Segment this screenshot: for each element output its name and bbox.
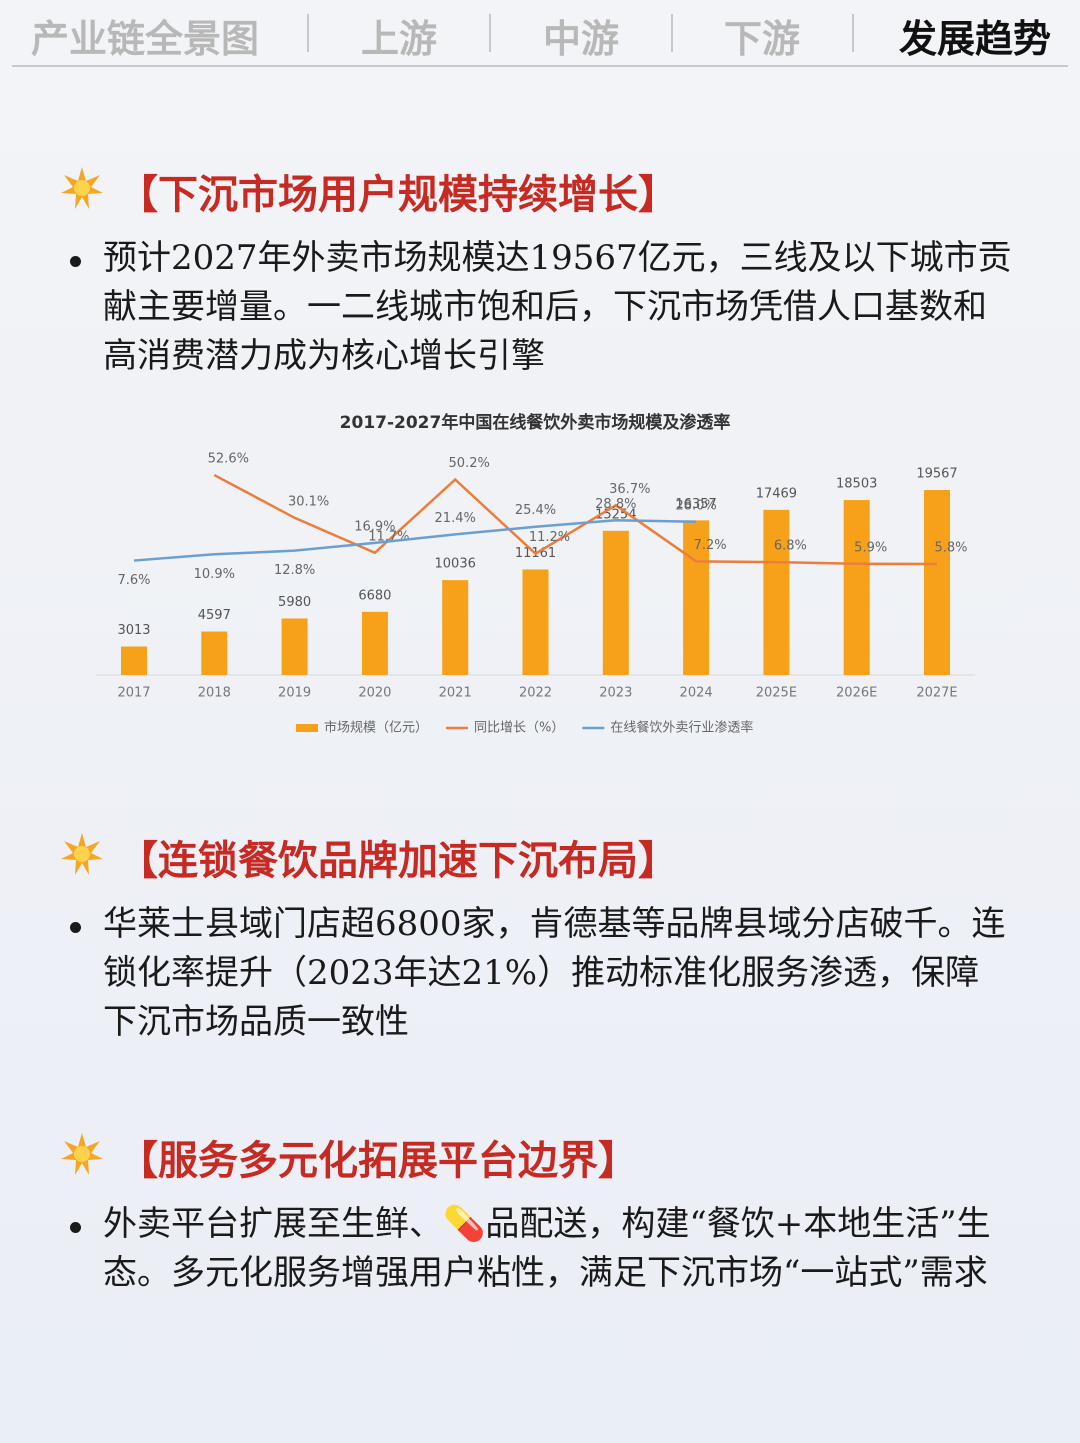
x-tick-label: 2021 xyxy=(439,686,472,701)
bar xyxy=(121,646,147,675)
bar xyxy=(602,530,629,675)
line-value-label: 28.8% xyxy=(595,497,636,512)
x-tick-label: 2019 xyxy=(278,686,311,701)
line-value-label: 16.9% xyxy=(354,519,395,534)
x-tick-label: 2026E xyxy=(836,686,877,701)
bar-value-label: 5980 xyxy=(278,595,311,610)
bar xyxy=(763,509,790,675)
chart-title: 2017-2027年中国在线餐饮外卖市场规模及渗透率 xyxy=(340,412,731,433)
x-tick-label: 2020 xyxy=(358,686,391,701)
x-tick-label: 2025E xyxy=(756,686,797,701)
line-series xyxy=(213,473,938,566)
tab[interactable]: 下游 xyxy=(723,16,801,61)
bar-value-label: 17469 xyxy=(756,486,797,501)
line-value-label: 5.9% xyxy=(854,540,887,555)
bullet-text: 预计2027年外卖市场规模达19567亿元，三线及以下城市贡献主要增量。一二线城… xyxy=(103,238,1012,376)
bar xyxy=(361,611,388,675)
line-value-label: 25.4% xyxy=(515,503,556,518)
tab-separator xyxy=(307,14,309,52)
tab[interactable]: 中游 xyxy=(542,16,620,61)
bar xyxy=(522,569,549,675)
bar-value-label: 18503 xyxy=(836,477,877,492)
line-value-label: 5.8% xyxy=(934,540,967,555)
bar-value-label: 16357 xyxy=(675,497,716,512)
tab[interactable]: 产业链全景图 xyxy=(30,16,260,61)
x-tick-label: 2022 xyxy=(519,686,552,701)
chart: 2017-2027年中国在线餐饮外卖市场规模及渗透率 2017 2018 2019 2… xyxy=(96,412,975,736)
tab-underline xyxy=(12,65,1068,67)
bullet-dot xyxy=(70,256,81,267)
bar-value-label: 10036 xyxy=(435,557,476,572)
bar-value-label: 3013 xyxy=(117,623,150,638)
x-tick-label: 2027E xyxy=(916,686,957,701)
bar xyxy=(281,618,308,675)
bar-value-label: 6680 xyxy=(358,588,391,603)
bullet-text: 外卖平台扩展至生鲜、💊品配送，构建“餐饮+本地生活”生态。多元化服务增强用户粘性… xyxy=(103,1204,991,1293)
section-heading: 【服务多元化拓展平台边界】 xyxy=(118,1137,638,1184)
legend-label: 同比增长（%） xyxy=(474,721,564,736)
line-value-label: 11.2% xyxy=(529,530,570,545)
star-icon xyxy=(61,1133,103,1175)
line-value-label: 50.2% xyxy=(449,456,490,471)
legend-label: 在线餐饮外卖行业渗透率 xyxy=(610,720,753,736)
line-value-label: 6.8% xyxy=(774,539,807,554)
bar xyxy=(924,490,950,675)
x-tick-label: 2017 xyxy=(117,686,150,701)
section-heading: 【下沉市场用户规模持续增长】 xyxy=(118,171,678,218)
line-series xyxy=(133,519,697,562)
line-value-label: 21.4% xyxy=(435,511,476,526)
legend-swatch xyxy=(296,724,318,732)
bar-value-label: 4597 xyxy=(198,608,231,623)
line-value-label: 7.6% xyxy=(117,573,150,588)
section-heading: 【连锁餐饮品牌加速下沉布局】 xyxy=(118,837,678,884)
line-value-label: 52.6% xyxy=(208,452,249,467)
bar xyxy=(843,500,870,675)
line-value-label: 7.2% xyxy=(694,538,727,553)
line-value-label: 10.9% xyxy=(194,567,235,582)
bar xyxy=(201,631,228,675)
bullet-dot xyxy=(70,1222,81,1233)
bullet-dot xyxy=(70,922,81,933)
tab-separator xyxy=(489,14,491,52)
x-tick-label: 2023 xyxy=(599,686,632,701)
bar xyxy=(442,580,469,675)
star-icon xyxy=(61,833,103,875)
x-tick-label: 2024 xyxy=(680,686,713,701)
x-tick-label: 2018 xyxy=(198,686,231,701)
legend-label: 市场规模（亿元） xyxy=(324,720,428,736)
line-value-label: 36.7% xyxy=(609,482,650,497)
tab-separator xyxy=(852,14,854,52)
tab-separator xyxy=(671,14,673,52)
line-value-label: 28.0% xyxy=(675,498,716,513)
bullet-text: 华莱士县域门店超6800家，肯德基等品牌县域分店破千。连锁化率提升（2023年达… xyxy=(103,904,1006,1042)
bar xyxy=(683,520,710,675)
line-value-label: 12.8% xyxy=(274,563,315,578)
line-value-label: 30.1% xyxy=(288,494,329,509)
tab[interactable]: 上游 xyxy=(360,16,438,61)
star-icon xyxy=(61,167,103,209)
tab[interactable]: 发展趋势 xyxy=(898,16,1052,61)
bar-value-label: 19567 xyxy=(916,467,957,482)
